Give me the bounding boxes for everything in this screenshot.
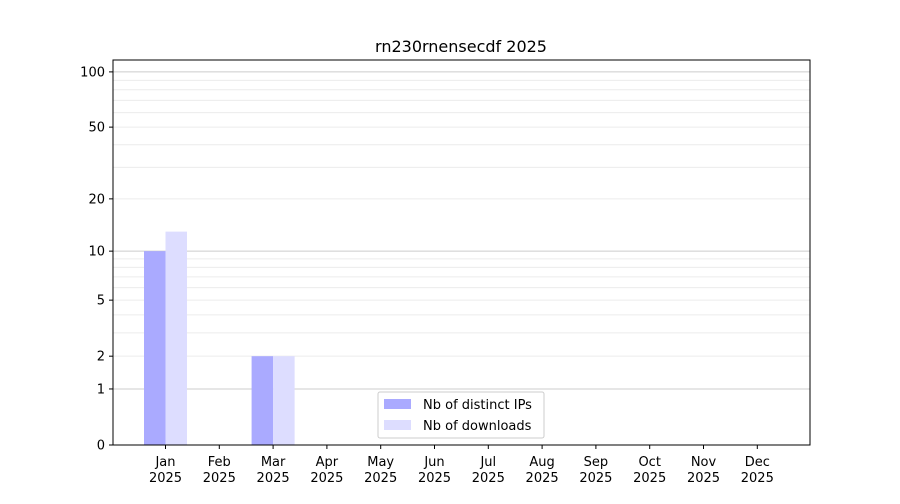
x-tick-label: Dec xyxy=(745,455,770,470)
grid xyxy=(113,71,810,390)
x-tick-label: 2025 xyxy=(526,471,559,486)
y-tick-label: 2 xyxy=(97,350,105,365)
legend-swatch-downloads xyxy=(384,420,411,430)
x-tick-label: Jun xyxy=(423,455,444,470)
legend-label-distinct-ips: Nb of distinct IPs xyxy=(423,398,532,413)
legend-box xyxy=(377,391,545,439)
y-tick-label: 50 xyxy=(88,121,105,136)
bar-downloads xyxy=(165,231,187,445)
x-tick-label: 2025 xyxy=(310,471,343,486)
x-axis: Jan2025Feb2025Mar2025Apr2025May2025Jun20… xyxy=(149,445,774,486)
x-tick-label: 2025 xyxy=(579,471,612,486)
legend-swatch-distinct-ips xyxy=(384,399,411,409)
x-tick-label: 2025 xyxy=(418,471,451,486)
x-tick-label: Mar xyxy=(261,455,286,470)
bars xyxy=(144,231,295,445)
x-tick-label: 2025 xyxy=(364,471,397,486)
x-tick-label: 2025 xyxy=(257,471,290,486)
y-tick-label: 100 xyxy=(80,65,105,80)
bar-distinct-ips xyxy=(144,251,166,445)
x-tick-label: May xyxy=(367,455,394,470)
x-tick-label: Sep xyxy=(584,455,609,470)
x-tick-label: Jul xyxy=(479,455,496,470)
y-tick-label: 0 xyxy=(97,439,105,454)
x-tick-label: Aug xyxy=(529,455,554,470)
x-tick-label: 2025 xyxy=(687,471,720,486)
y-tick-label: 1 xyxy=(97,382,105,397)
x-tick-label: Oct xyxy=(638,455,660,470)
x-tick-label: 2025 xyxy=(472,471,505,486)
x-tick-label: Feb xyxy=(208,455,231,470)
x-tick-label: Apr xyxy=(316,455,339,470)
x-tick-label: Nov xyxy=(691,455,717,470)
x-tick-label: 2025 xyxy=(203,471,236,486)
x-tick-label: 2025 xyxy=(741,471,774,486)
bar-distinct-ips xyxy=(251,356,274,445)
legend: Nb of distinct IPs Nb of downloads xyxy=(377,391,545,439)
bar-downloads xyxy=(273,356,295,445)
legend-label-downloads: Nb of downloads xyxy=(423,419,532,434)
x-tick-label: 2025 xyxy=(633,471,666,486)
plot-frame xyxy=(112,59,811,446)
chart-title: rn230rnensecdf 2025 xyxy=(375,37,547,56)
x-tick-label: Jan xyxy=(154,455,175,470)
y-tick-label: 10 xyxy=(88,245,105,260)
x-tick-label: 2025 xyxy=(149,471,182,486)
y-tick-label: 5 xyxy=(97,294,105,309)
y-axis: 0 1 2 5 10 20 50 100 xyxy=(80,65,113,454)
y-tick-label: 20 xyxy=(88,192,105,207)
